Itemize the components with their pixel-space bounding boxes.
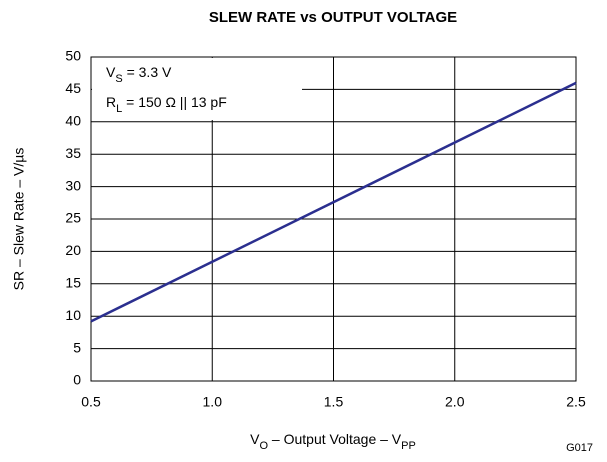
- annotation-part: S: [115, 73, 122, 85]
- chart-title: SLEW RATE vs OUTPUT VOLTAGE: [209, 9, 457, 26]
- x-axis-label-part: PP: [401, 440, 416, 452]
- x-axis-label-part: V: [250, 431, 260, 447]
- figure-id: G017: [566, 442, 593, 454]
- y-tick-label: 10: [65, 307, 81, 323]
- annotation-part: R: [106, 94, 116, 110]
- y-tick-label: 40: [65, 113, 81, 129]
- annotation: VS = 3.3 V: [106, 64, 172, 85]
- y-tick-label: 35: [65, 145, 81, 161]
- data-line: [90, 81, 577, 323]
- x-tick-label: 1.0: [203, 394, 223, 410]
- x-tick-label: 0.5: [81, 394, 101, 410]
- x-axis-label-part: O: [259, 440, 268, 452]
- x-axis-label-part: – Output Voltage – V: [268, 431, 402, 447]
- y-tick-label: 0: [73, 372, 81, 388]
- x-tick-label: 2.5: [566, 394, 586, 410]
- y-tick-label: 25: [65, 210, 81, 226]
- annotation-part: = 150 Ω || 13 pF: [122, 94, 227, 110]
- annotation: RL = 150 Ω || 13 pF: [106, 94, 227, 115]
- y-tick-label: 30: [65, 177, 81, 193]
- y-tick-label: 20: [65, 242, 81, 258]
- annotation-box: [92, 58, 302, 120]
- annotation-part: = 3.3 V: [123, 64, 172, 80]
- y-tick-label: 45: [65, 80, 81, 96]
- plot-frame: [90, 56, 577, 382]
- x-axis-label: VO – Output Voltage – VPP: [250, 431, 416, 452]
- y-tick-label: 5: [73, 339, 81, 355]
- annotation-part: V: [106, 64, 116, 80]
- x-tick-label: 2.0: [445, 394, 465, 410]
- y-tick-label: 50: [65, 48, 81, 64]
- x-tick-label: 1.5: [324, 394, 344, 410]
- y-axis-label: SR – Slew Rate – V/µs: [11, 148, 27, 291]
- annotation-part: L: [116, 103, 122, 115]
- y-tick-label: 15: [65, 275, 81, 291]
